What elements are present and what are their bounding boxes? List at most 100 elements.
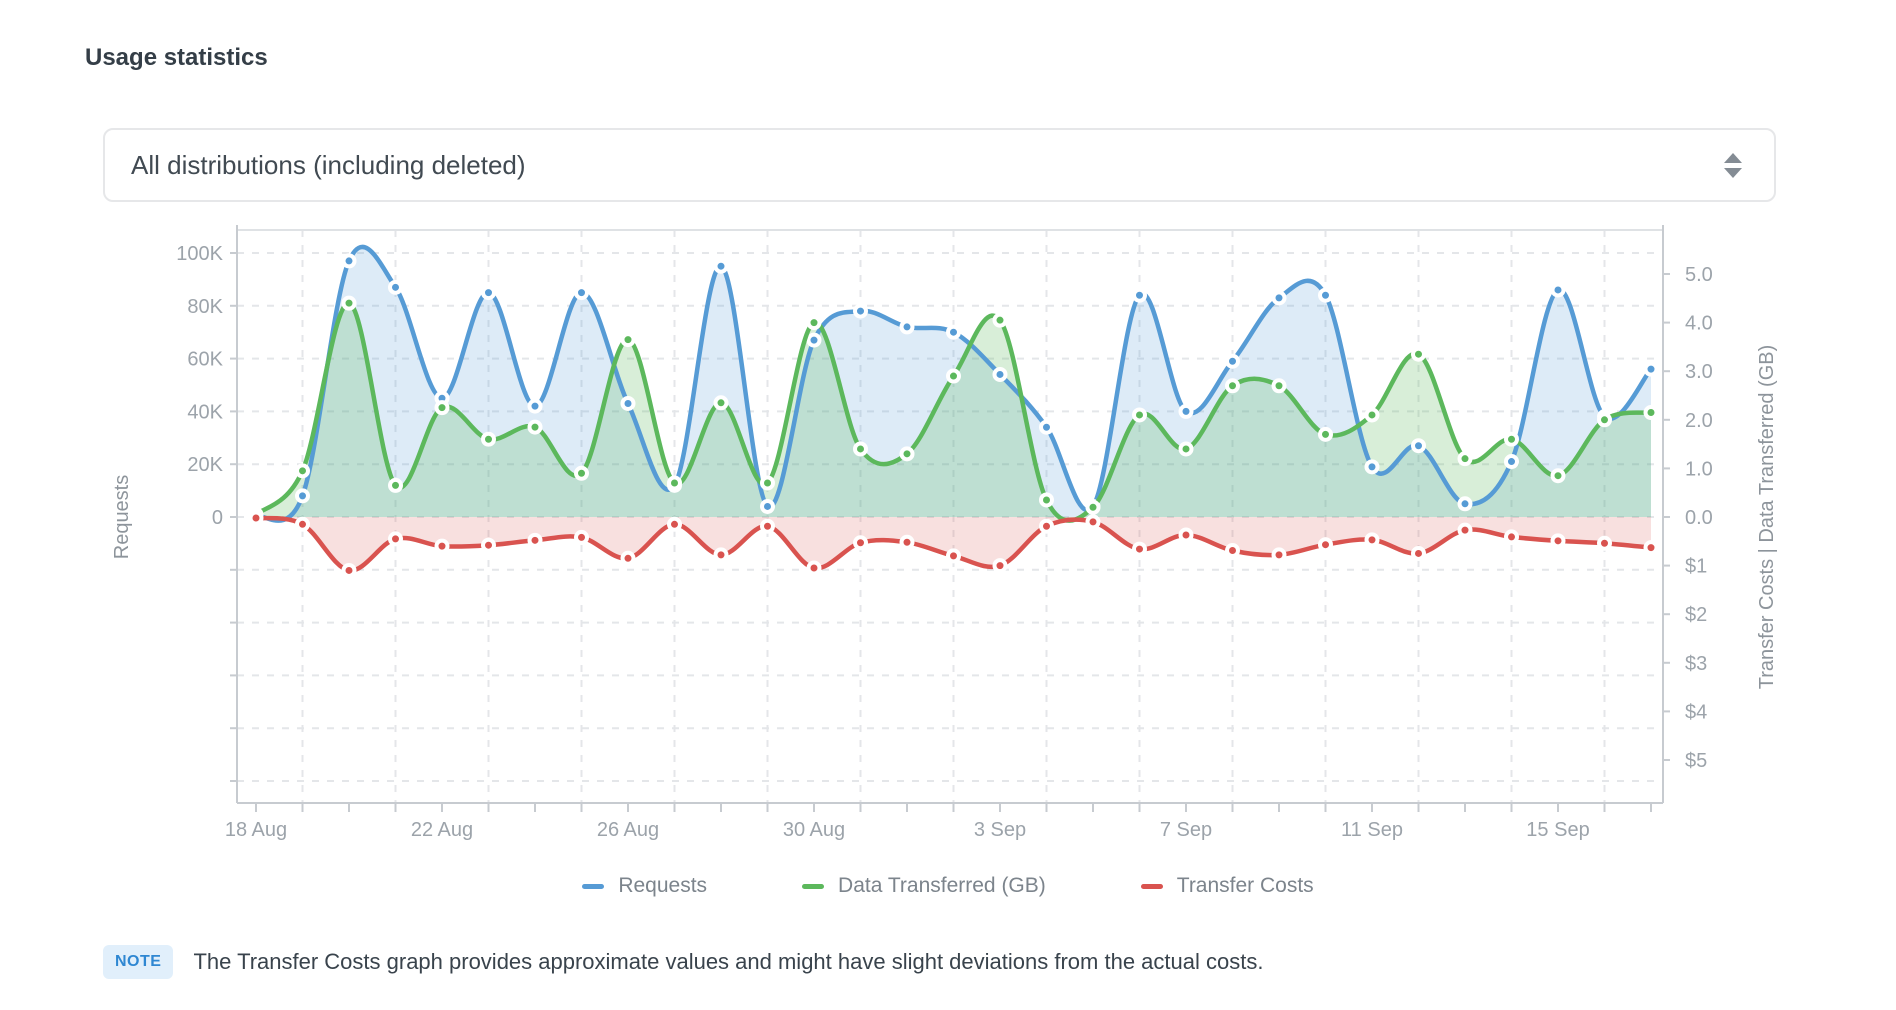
- requests-point[interactable]: [574, 285, 589, 301]
- data-transferred-gb--point[interactable]: [1039, 492, 1054, 508]
- right-axis-cost-tick-label: $4: [1685, 701, 1707, 723]
- transfer-costs-point[interactable]: [620, 550, 636, 566]
- distribution-select[interactable]: All distributions (including deleted): [103, 128, 1776, 202]
- data-transferred-gb--point[interactable]: [388, 477, 403, 493]
- requests-point[interactable]: [853, 303, 868, 319]
- requests-point[interactable]: [1550, 282, 1566, 298]
- data-transferred-gb--point[interactable]: [1085, 499, 1101, 515]
- requests-point[interactable]: [295, 488, 310, 504]
- requests-point[interactable]: [1643, 361, 1659, 377]
- legend-item-data-transferred-gb-[interactable]: Data Transferred (GB): [802, 874, 1046, 898]
- transfer-costs-point[interactable]: [1271, 547, 1287, 563]
- transfer-costs-point[interactable]: [341, 562, 357, 578]
- requests-point[interactable]: [1411, 438, 1426, 454]
- data-transferred-gb--point[interactable]: [1178, 441, 1194, 457]
- transfer-costs-point[interactable]: [1178, 527, 1194, 543]
- transfer-costs-point[interactable]: [295, 516, 310, 532]
- data-transferred-gb--point[interactable]: [899, 446, 915, 462]
- data-transferred-gb--point[interactable]: [574, 465, 589, 481]
- data-transferred-gb--point[interactable]: [620, 332, 636, 348]
- data-transferred-gb--point[interactable]: [667, 475, 682, 491]
- transfer-costs-point[interactable]: [992, 558, 1008, 574]
- transfer-costs-point[interactable]: [481, 537, 496, 553]
- transfer-costs-point[interactable]: [248, 510, 264, 526]
- legend-item-requests[interactable]: Requests: [582, 874, 707, 898]
- data-transferred-gb--point[interactable]: [295, 463, 310, 479]
- requests-point[interactable]: [1457, 496, 1473, 512]
- requests-point[interactable]: [1225, 353, 1240, 369]
- legend-item-transfer-costs[interactable]: Transfer Costs: [1140, 874, 1314, 898]
- transfer-costs-point[interactable]: [1318, 537, 1333, 553]
- transfer-costs-point[interactable]: [853, 535, 868, 551]
- data-transferred-gb--point[interactable]: [760, 475, 775, 491]
- data-transferred-gb--point[interactable]: [1132, 407, 1147, 423]
- transfer-costs-point[interactable]: [806, 560, 822, 576]
- transfer-costs-point[interactable]: [388, 531, 403, 547]
- data-transferred-gb--point[interactable]: [527, 419, 543, 435]
- data-transferred-gb--point[interactable]: [1550, 468, 1566, 484]
- data-transferred-gb--point[interactable]: [1364, 407, 1380, 423]
- requests-point[interactable]: [620, 395, 636, 411]
- requests-point[interactable]: [1504, 454, 1519, 470]
- data-transferred-gb--point[interactable]: [946, 368, 961, 384]
- usage-chart-svg[interactable]: 100K 80K 60K 40K 20K 0 5.0 4.0 3.0 2.0 1.0 0.0 $1 $2 $…: [85, 185, 1811, 873]
- requests-point[interactable]: [1178, 403, 1194, 419]
- usage-chart[interactable]: 100K 80K 60K 40K 20K 0 5.0 4.0 3.0 2.0 1.0 0.0 $1 $2 $…: [85, 185, 1811, 873]
- transfer-costs-point[interactable]: [1550, 533, 1566, 549]
- requests-point[interactable]: [388, 279, 403, 295]
- requests-point[interactable]: [713, 258, 729, 274]
- transfer-costs-point[interactable]: [1132, 541, 1147, 557]
- data-transferred-gb--point[interactable]: [1225, 378, 1240, 394]
- requests-point[interactable]: [527, 398, 543, 414]
- data-transferred-gb--point[interactable]: [1597, 412, 1612, 428]
- requests-point[interactable]: [946, 324, 961, 340]
- transfer-costs-point[interactable]: [946, 548, 961, 564]
- transfer-costs-point[interactable]: [760, 518, 775, 534]
- x-axis-date-label: 30 Aug: [783, 819, 845, 841]
- data-transferred-gb--point[interactable]: [806, 315, 822, 331]
- transfer-costs-point[interactable]: [1085, 514, 1101, 530]
- transfer-costs-point[interactable]: [667, 516, 682, 532]
- data-transferred-gb--point[interactable]: [1271, 378, 1287, 394]
- requests-point[interactable]: [481, 285, 496, 301]
- legend-label: Transfer Costs: [1176, 874, 1314, 897]
- data-transferred-gb--point[interactable]: [481, 431, 496, 447]
- transfer-costs-point[interactable]: [1039, 518, 1054, 534]
- data-transferred-gb--point[interactable]: [1318, 426, 1333, 442]
- requests-point[interactable]: [760, 498, 775, 514]
- transfer-costs-point[interactable]: [1597, 535, 1612, 551]
- transfer-costs-point[interactable]: [527, 532, 543, 548]
- requests-point[interactable]: [1039, 419, 1054, 435]
- right-axis-gb-tick-label: 4.0: [1685, 313, 1713, 335]
- transfer-costs-point[interactable]: [1411, 545, 1426, 561]
- data-transferred-gb--point[interactable]: [341, 295, 357, 311]
- transfer-costs-point[interactable]: [1364, 532, 1380, 548]
- data-transferred-gb--point[interactable]: [1457, 451, 1473, 467]
- transfer-costs-point[interactable]: [1643, 540, 1659, 556]
- data-transferred-gb--point[interactable]: [1643, 405, 1659, 421]
- requests-point[interactable]: [1364, 459, 1380, 475]
- requests-point[interactable]: [1271, 290, 1287, 306]
- data-transferred-gb--point[interactable]: [1411, 346, 1426, 362]
- requests-point[interactable]: [806, 332, 822, 348]
- requests-point[interactable]: [899, 319, 915, 335]
- note-text: The Transfer Costs graph provides approx…: [193, 949, 1264, 974]
- transfer-costs-point[interactable]: [434, 538, 450, 554]
- data-transferred-gb--point[interactable]: [713, 395, 729, 411]
- transfer-costs-point[interactable]: [899, 534, 915, 550]
- requests-point[interactable]: [1318, 287, 1333, 303]
- data-transferred-gb--point[interactable]: [434, 400, 450, 416]
- data-transferred-gb--point[interactable]: [853, 441, 868, 457]
- requests-point[interactable]: [992, 366, 1008, 382]
- transfer-costs-point[interactable]: [713, 547, 729, 563]
- transfer-costs-point[interactable]: [1457, 522, 1473, 538]
- transfer-costs-point[interactable]: [1504, 529, 1519, 545]
- x-axis-date-label: 26 Aug: [597, 819, 659, 841]
- transfer-costs-point[interactable]: [574, 529, 589, 545]
- data-transferred-gb--point[interactable]: [1504, 431, 1519, 447]
- data-transferred-gb--point[interactable]: [992, 312, 1008, 328]
- requests-point[interactable]: [341, 253, 357, 269]
- transfer-costs-point[interactable]: [1225, 543, 1240, 559]
- requests-point[interactable]: [1132, 287, 1147, 303]
